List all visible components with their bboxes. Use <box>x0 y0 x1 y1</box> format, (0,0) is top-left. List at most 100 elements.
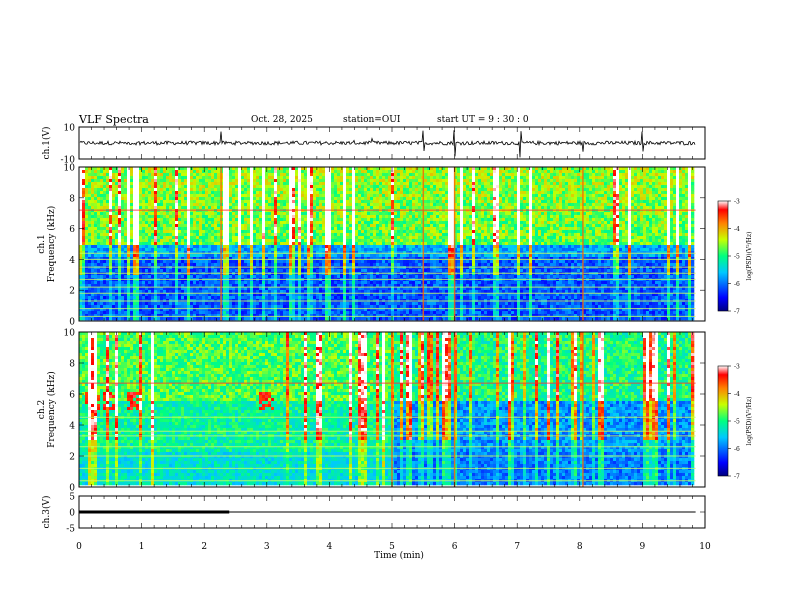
spectrogram-cell <box>481 233 485 237</box>
spectrogram-cell <box>595 176 599 180</box>
spectrogram-cell <box>286 167 290 171</box>
spectrogram-cell <box>334 194 338 198</box>
spectrogram-cell <box>646 179 650 183</box>
spectrogram-cell <box>400 203 404 207</box>
spectrogram-cell <box>436 224 440 228</box>
spectrogram-cell <box>154 212 158 216</box>
spectrogram-cell <box>553 173 557 177</box>
spectrogram-cell <box>517 167 521 171</box>
spectrogram-cell <box>484 200 488 204</box>
spectrogram-cell <box>106 194 110 198</box>
spectrogram-cell <box>250 191 254 195</box>
spectrogram-cell <box>388 209 392 213</box>
spectrogram-cell <box>448 218 452 222</box>
spectrogram-cell <box>499 173 503 177</box>
spectrogram-cell <box>433 173 437 177</box>
spectrogram-cell <box>691 176 695 180</box>
spectrogram-cell <box>661 167 665 171</box>
spectrogram-cell <box>628 218 632 222</box>
spectrogram-cell <box>247 188 251 192</box>
spectrogram-cell <box>400 209 404 213</box>
spectrogram-cell <box>124 182 128 186</box>
spectrogram-cell <box>196 170 200 174</box>
spectrogram-cell <box>295 236 299 240</box>
spectrogram-cell <box>430 197 434 201</box>
spectrogram-cell <box>580 200 584 204</box>
spectrogram-cell <box>244 233 248 237</box>
spectrogram-cell <box>292 209 296 213</box>
spectrogram-cell <box>622 197 626 201</box>
spectrogram-cell <box>235 191 239 195</box>
spectrogram-cell <box>247 170 251 174</box>
spectrogram-cell <box>364 176 368 180</box>
spectrogram-cell <box>184 185 188 189</box>
spectrogram-cell <box>556 200 560 204</box>
spectrogram-cell <box>262 194 266 198</box>
spectrogram-cell <box>298 206 302 210</box>
spectrogram-cell <box>673 230 677 234</box>
spectrogram-cell <box>244 200 248 204</box>
spectrogram-cell <box>103 206 107 210</box>
spectrogram-cell <box>454 194 458 198</box>
spectrogram-cell <box>385 227 389 231</box>
spectrogram-cell <box>667 173 671 177</box>
spectrogram-cell <box>667 191 671 195</box>
spectrogram-cell <box>667 233 671 237</box>
spectrogram-cell <box>469 185 473 189</box>
spectrogram-cell <box>193 188 197 192</box>
spectrogram-cell <box>472 191 476 195</box>
spectrogram-cell <box>256 221 260 225</box>
spectrogram-cell <box>214 197 218 201</box>
spectrogram-cell <box>334 227 338 231</box>
spectrogram-cell <box>244 230 248 234</box>
spectrogram-cell <box>199 176 203 180</box>
spectrogram-cell <box>343 191 347 195</box>
spectrogram-cell <box>490 206 494 210</box>
spectrogram-cell <box>427 215 431 219</box>
spectrogram-cell <box>685 236 689 240</box>
spectrogram-cell <box>403 188 407 192</box>
spectrogram-cell <box>217 209 221 213</box>
spectrogram-cell <box>439 203 443 207</box>
spectrogram-cell <box>295 215 299 219</box>
spectrogram-cell <box>178 227 182 231</box>
spectrogram-cell <box>247 206 251 210</box>
spectrogram-cell <box>361 176 365 180</box>
spectrogram-cell <box>613 173 617 177</box>
spectrogram-cell <box>592 236 596 240</box>
spectrogram-cell <box>550 209 554 213</box>
spectrogram-cell <box>394 188 398 192</box>
spectrogram-cell <box>241 176 245 180</box>
spectrogram-cell <box>112 212 116 216</box>
spectrogram-cell <box>676 230 680 234</box>
spectrogram-cell <box>316 167 320 171</box>
spectrogram-cell <box>193 182 197 186</box>
spectrogram-cell <box>100 206 104 210</box>
spectrogram-cell <box>466 182 470 186</box>
spectrogram-cell <box>445 188 449 192</box>
spectrogram-cell <box>553 176 557 180</box>
spectrogram-cell <box>610 182 614 186</box>
spectrogram-cell <box>451 218 455 222</box>
spectrogram-cell <box>586 200 590 204</box>
spectrogram-cell <box>646 212 650 216</box>
spectrogram-cell <box>571 203 575 207</box>
spectrogram-cell <box>364 227 368 231</box>
spectrogram-cell <box>271 215 275 219</box>
spectrogram-cell <box>436 179 440 183</box>
spectrogram-cell <box>634 227 638 231</box>
spectrogram-cell <box>655 236 659 240</box>
spectrogram-cell <box>592 212 596 216</box>
spectrogram-cell <box>292 227 296 231</box>
spectrogram-cell <box>100 173 104 177</box>
spectrogram-cell <box>586 218 590 222</box>
spectrogram-cell <box>184 194 188 198</box>
spectrogram-cell <box>511 209 515 213</box>
spectrogram-cell <box>310 188 314 192</box>
spectrogram-cell <box>463 230 467 234</box>
spectrogram-cell <box>211 215 215 219</box>
spectrogram-cell <box>679 182 683 186</box>
spectrogram-cell <box>346 212 350 216</box>
spectrogram-cell <box>325 194 329 198</box>
spectrogram-cell <box>592 218 596 222</box>
